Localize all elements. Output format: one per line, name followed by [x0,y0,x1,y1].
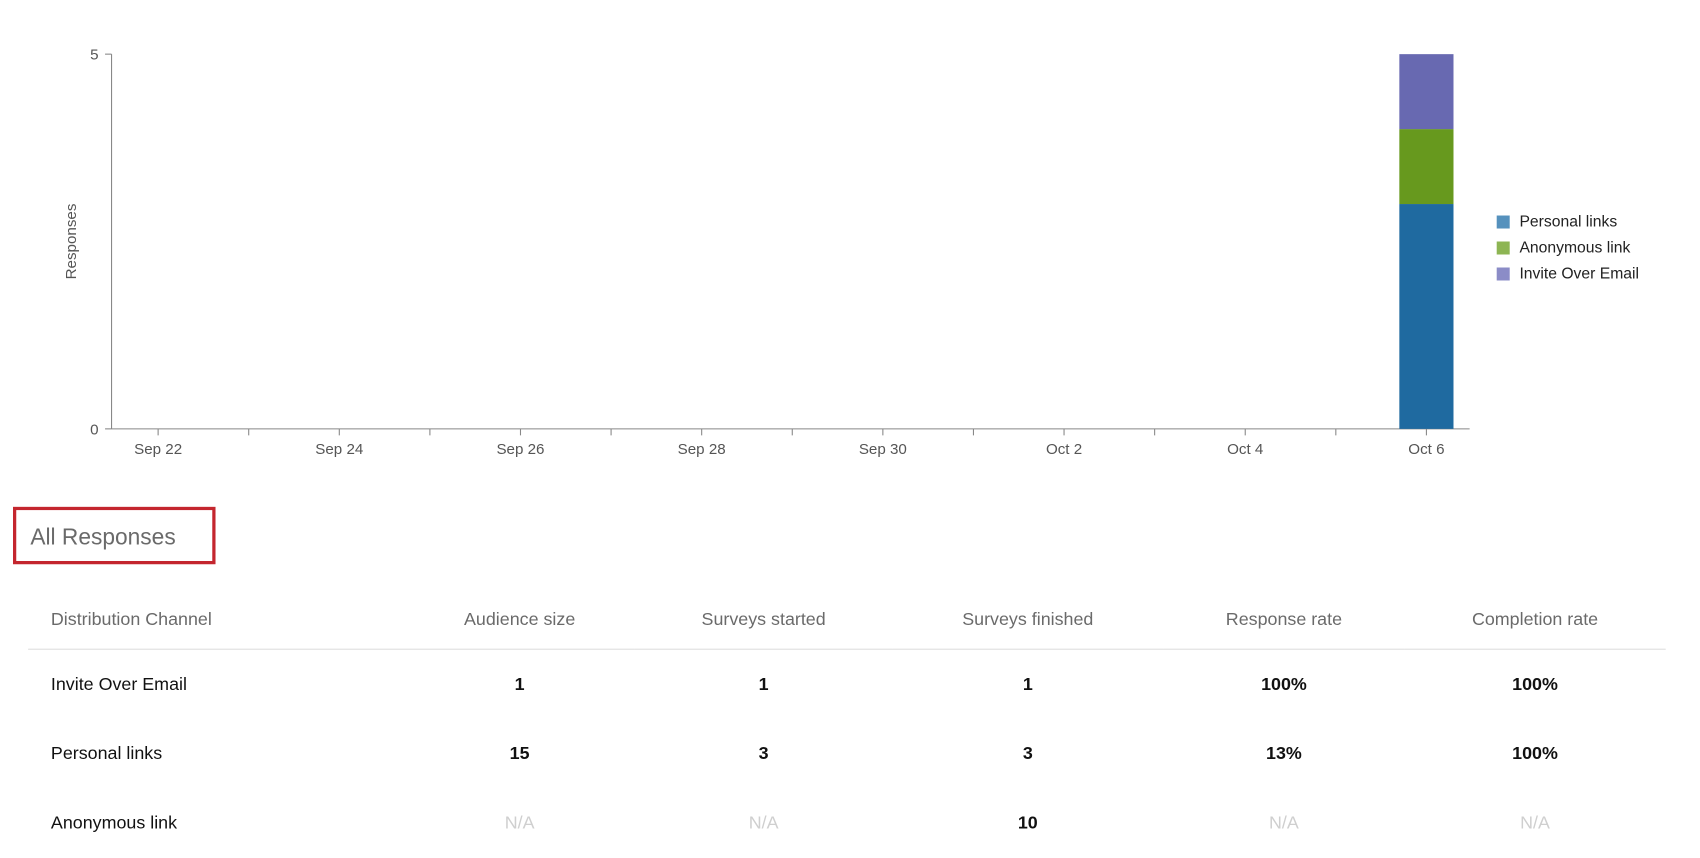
col-surveys-finished: Surveys finished [892,590,1164,650]
col-completion-rate: Completion rate [1404,590,1666,650]
responses-table: Distribution Channel Audience size Surve… [28,590,1666,858]
legend-item[interactable]: Invite Over Email [1496,261,1640,287]
table-row: Invite Over Email 1 1 1 100% 100% [28,649,1665,719]
legend-label: Invite Over Email [1519,265,1640,283]
channel-name: Anonymous link [50,812,178,833]
col-audience-size: Audience size [404,590,636,650]
channel-name: Invite Over Email [50,674,187,694]
x-tick-label: Oct 6 [1408,441,1444,458]
legend-label: Anonymous link [1519,239,1631,257]
table-cell: 3 [1022,743,1033,763]
table-cell: 100% [1512,674,1558,694]
table-cell: N/A [1269,812,1299,833]
table-cell: 1 [1022,674,1033,694]
all-responses-header: All Responses [12,506,216,565]
x-tick-label: Sep 22 [134,441,182,458]
table-cell: 13% [1266,743,1302,763]
table-cell: 15 [509,743,530,763]
y-tick-label: 0 [90,421,98,438]
x-tick-label: Oct 2 [1046,441,1082,458]
x-tick-label: Sep 24 [315,441,363,458]
section-title: All Responses [30,525,176,551]
table-row: Personal links 15 3 3 13% 100% [28,719,1665,788]
legend-item[interactable]: Personal links [1496,209,1639,235]
x-tick-label: Sep 28 [678,441,726,458]
channel-name: Personal links [50,743,163,763]
legend-swatch [1496,241,1510,255]
legend-swatch [1496,267,1510,281]
x-tick-label: Sep 30 [859,441,907,458]
table-header-row: Distribution Channel Audience size Surve… [28,590,1666,650]
responses-chart: 0 5 Responses Sep 22 Sep 24 Sep 26 Sep 28 Sep 3… [63,47,1470,458]
bar-segment-personal-links [1399,204,1454,429]
y-tick-label: 5 [90,47,98,64]
table-cell: 1 [514,674,525,694]
y-axis-label: Responses [63,203,80,279]
chart-legend: Personal links Anonymous link Invite Over … [1496,209,1640,287]
col-surveys-started: Surveys started [635,590,893,650]
bar-segment-anonymous-link [1399,129,1454,205]
table-cell: N/A [1520,812,1550,833]
table-cell: N/A [504,812,535,833]
bar-segment-invite-over-email [1399,54,1454,130]
col-distribution-channel: Distribution Channel [28,590,405,650]
table-row: Anonymous link N/A N/A 10 N/A N/A [28,788,1665,857]
x-tick-label: Oct 4 [1227,441,1263,458]
table-cell: 3 [758,743,769,763]
x-tick-label: Sep 26 [496,441,544,458]
legend-item[interactable]: Anonymous link [1496,235,1639,261]
table-cell: 10 [1017,812,1038,833]
table-cell: 1 [758,674,769,694]
legend-label: Personal links [1519,213,1618,231]
legend-swatch [1496,215,1510,229]
table-cell: 100% [1261,674,1307,694]
table-cell: 100% [1512,743,1558,763]
col-response-rate: Response rate [1163,590,1405,650]
table-cell: N/A [748,812,779,833]
